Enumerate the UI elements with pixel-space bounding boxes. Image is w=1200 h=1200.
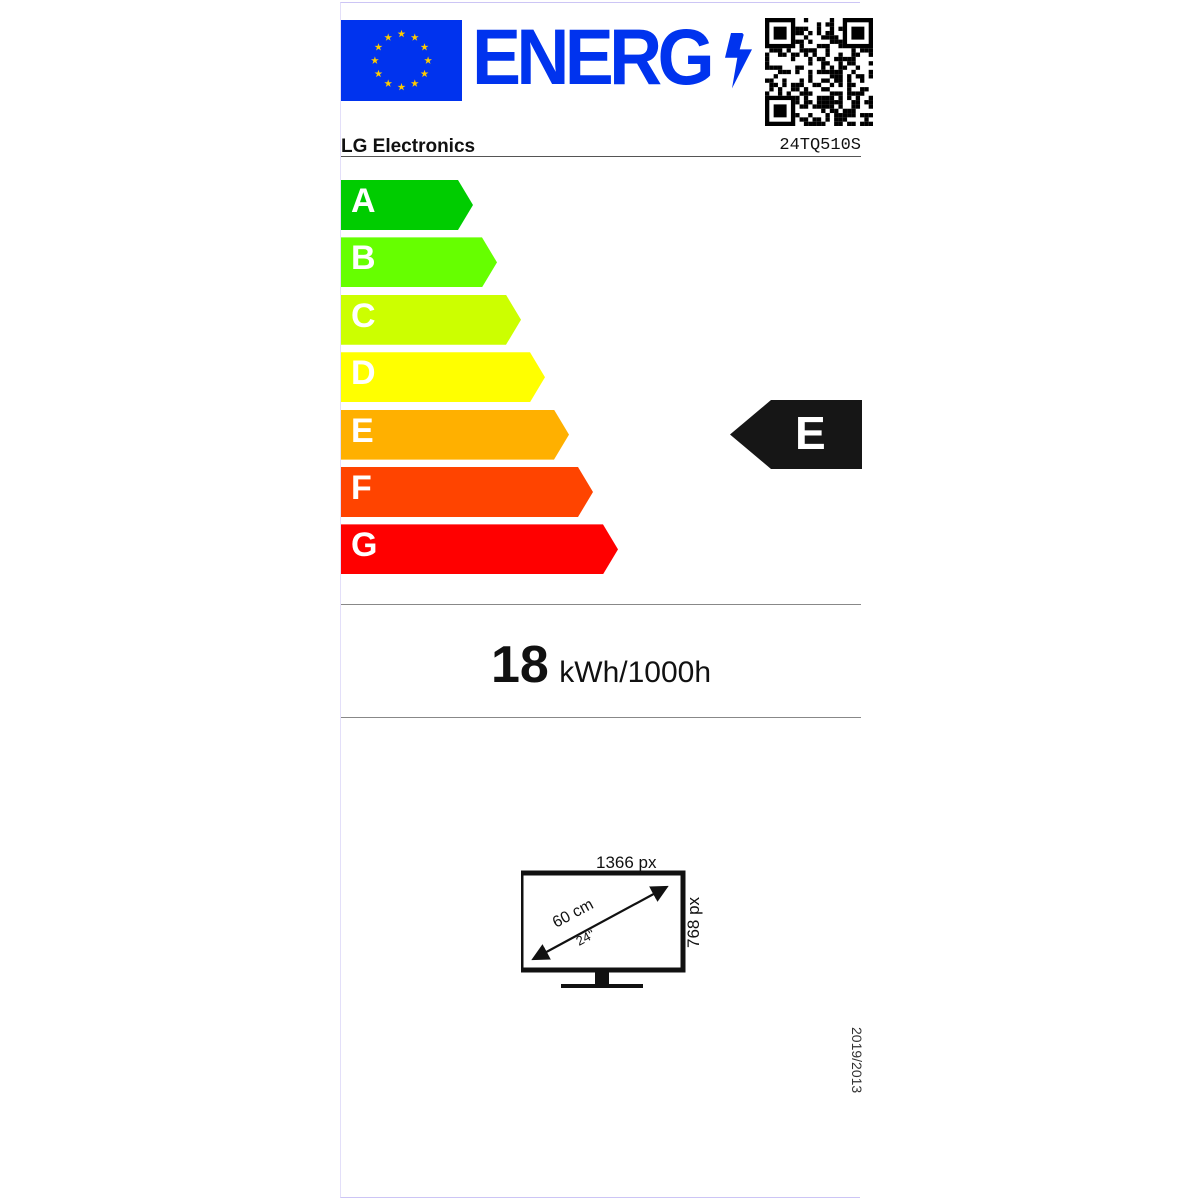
svg-text:768 px: 768 px: [684, 896, 703, 948]
svg-text:1366 px: 1366 px: [596, 853, 657, 872]
svg-text:24": 24": [573, 926, 597, 948]
